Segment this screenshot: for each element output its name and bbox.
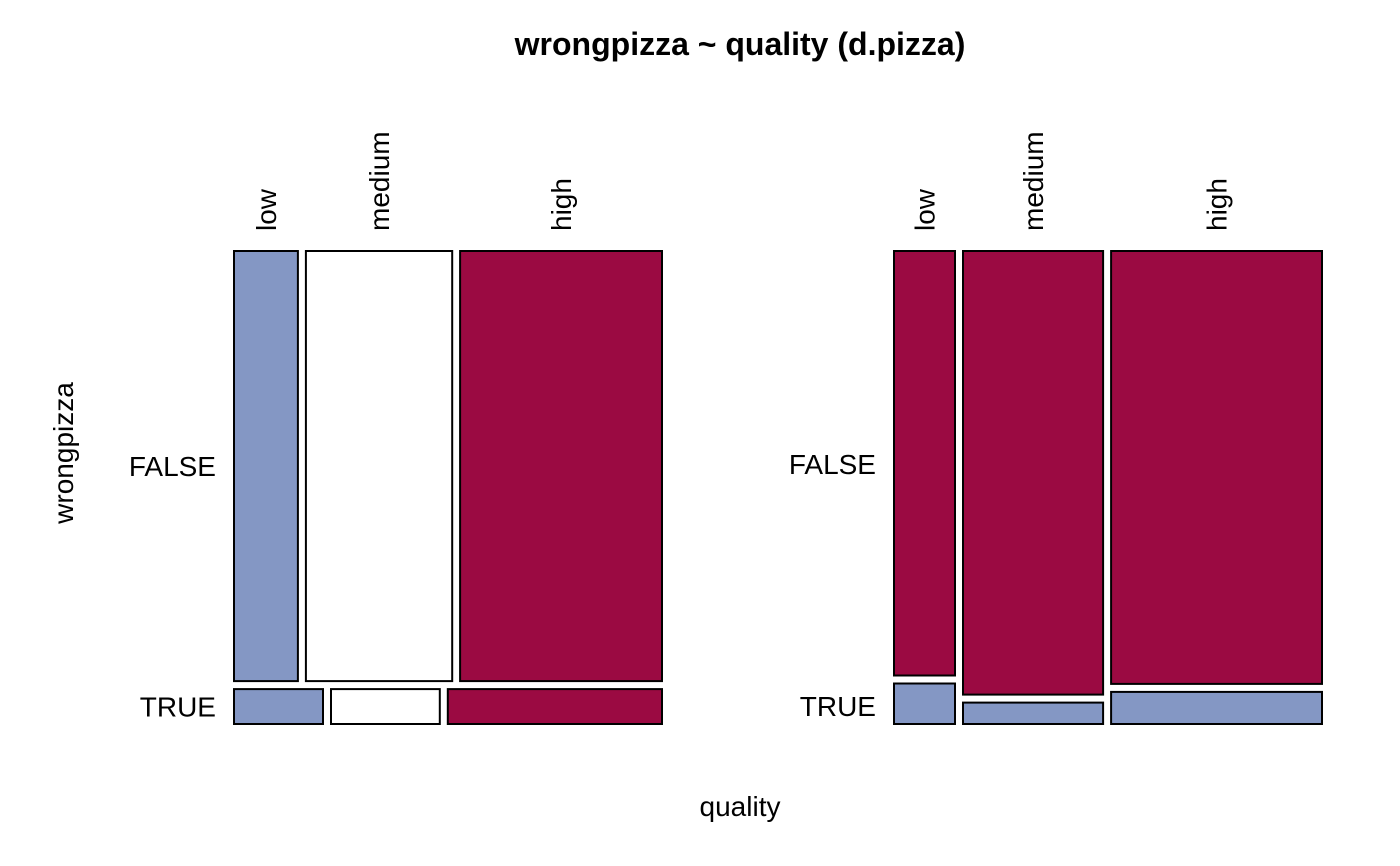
row-label-false: FALSE [789, 449, 876, 480]
y-axis-label: wrongpizza [48, 382, 79, 525]
cell-false-low [893, 250, 956, 677]
left-panel: low medium high FALSE TRUE [129, 131, 663, 725]
tick-label-low: low [251, 188, 282, 231]
cell-true-low [893, 682, 956, 725]
chart-title: wrongpizza ~ quality (d.pizza) [514, 26, 966, 62]
cell-true-medium [330, 688, 441, 725]
right-panel: low medium high FALSE TRUE [789, 131, 1323, 726]
tick-label-low: low [909, 188, 940, 231]
row-label-false: FALSE [129, 451, 216, 482]
cell-false-high [459, 250, 663, 683]
x-axis-label: quality [700, 791, 781, 822]
row-label-true: TRUE [140, 692, 216, 723]
cell-false-medium [304, 250, 454, 683]
cell-false-low [233, 250, 299, 683]
tick-label-medium: medium [1018, 131, 1049, 231]
tick-label-high: high [546, 178, 577, 231]
cell-true-medium [962, 701, 1105, 725]
cell-true-low [233, 688, 324, 725]
cell-false-high [1110, 250, 1323, 685]
cell-true-high [1110, 690, 1323, 726]
cell-false-medium [962, 250, 1105, 696]
tick-label-medium: medium [364, 131, 395, 231]
cell-true-high [446, 688, 663, 725]
row-label-true: TRUE [800, 691, 876, 722]
tick-label-high: high [1202, 178, 1233, 231]
